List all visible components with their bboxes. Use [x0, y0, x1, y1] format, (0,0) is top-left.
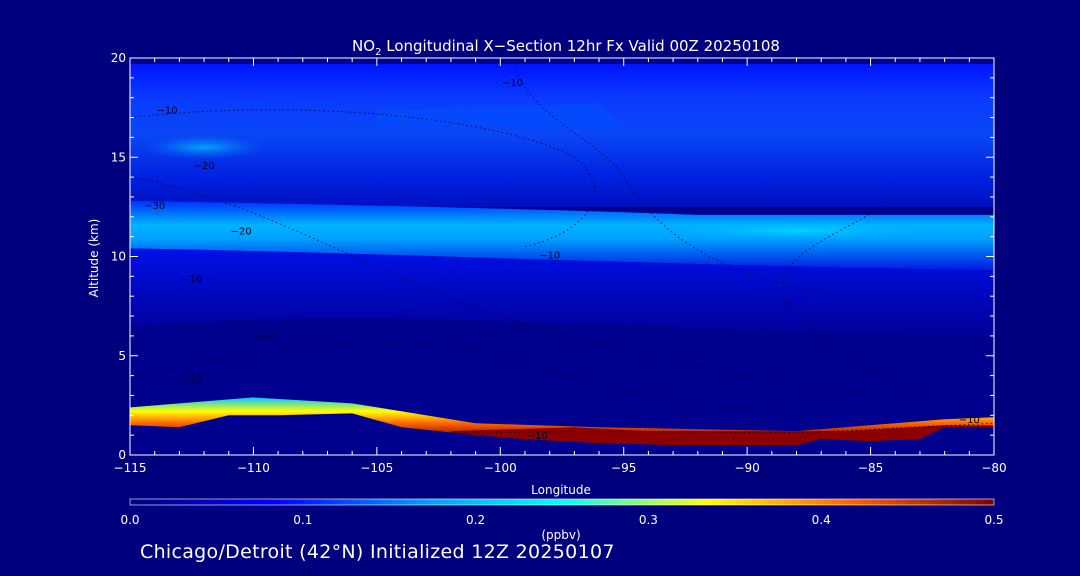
x-tick-label: −115	[114, 461, 147, 475]
x-tick-label: −90	[734, 461, 759, 475]
contour-label: −10	[181, 274, 202, 285]
colorbar-label: (ppbv)	[541, 528, 580, 542]
x-tick-label: −85	[858, 461, 883, 475]
contour-label: −10	[255, 332, 276, 343]
colorbar-tick-label: 0.3	[639, 513, 658, 527]
colorbar: 0.0 0.1 0.2 0.3 0.4 0.5	[120, 498, 1004, 527]
colorbar-gradient	[129, 498, 995, 506]
colorbar-tick-label: 0.4	[812, 513, 831, 527]
contour-label: −30	[144, 201, 165, 212]
colorbar-tick-label: 0.1	[293, 513, 312, 527]
field-mid-band	[130, 248, 994, 336]
contour-line	[130, 342, 797, 408]
contour-line	[512, 58, 846, 297]
footer-caption: Chicago/Detroit (42°N) Initialized 12Z 2…	[140, 541, 615, 563]
terrain-fill	[130, 413, 994, 455]
x-axis-label: Longitude	[531, 483, 591, 497]
contour-label: −20	[231, 227, 252, 238]
chart-title: NO2 Longitudinal X−Section 12hr Fx Valid…	[352, 37, 780, 58]
x-tick-label: −80	[981, 461, 1006, 475]
contour-line	[782, 196, 994, 416]
colorbar-tick-label: 0.2	[466, 513, 485, 527]
contour-label: −10	[156, 106, 177, 117]
x-tick-label: −95	[611, 461, 636, 475]
contour-lines: −10 −20 −30 −20 −10 −10 −10 −10 −10 −10 −10	[130, 58, 994, 442]
x-tick-label: −105	[360, 461, 393, 475]
contour-line	[130, 176, 871, 396]
contour-label: −10	[959, 415, 980, 426]
x-axis: −115 −110 −105 −100 −95 −90 −85 −80	[114, 58, 1007, 475]
y-tick-label: 15	[111, 150, 126, 164]
field-upper-band	[130, 63, 994, 207]
field-tropopause-glow	[646, 220, 947, 241]
contour-label: −10	[181, 374, 202, 385]
contour-line	[130, 109, 596, 248]
colorbar-tick-label: 0.0	[120, 513, 139, 527]
field-upper-glow	[144, 135, 265, 160]
x-tick-label: −100	[484, 461, 517, 475]
x-tick-label: −110	[237, 461, 270, 475]
colorbar-tick-label: 0.5	[984, 513, 1003, 527]
y-axis: 0 5 10 15 20	[111, 51, 994, 462]
y-tick-label: 10	[111, 250, 126, 264]
concentration-field	[130, 58, 994, 455]
contour-line	[450, 422, 994, 434]
contour-label: −10	[502, 78, 523, 89]
y-tick-label: 0	[118, 448, 126, 462]
terrain-mask	[130, 413, 994, 455]
y-tick-label: 5	[118, 349, 126, 363]
field-upper-patch	[376, 103, 624, 128]
contour-label: −10	[539, 250, 560, 261]
y-tick-label: 20	[111, 51, 126, 65]
y-axis-label: Altitude (km)	[87, 219, 101, 298]
contour-label: −10	[527, 431, 548, 442]
contour-label: −20	[194, 161, 215, 172]
